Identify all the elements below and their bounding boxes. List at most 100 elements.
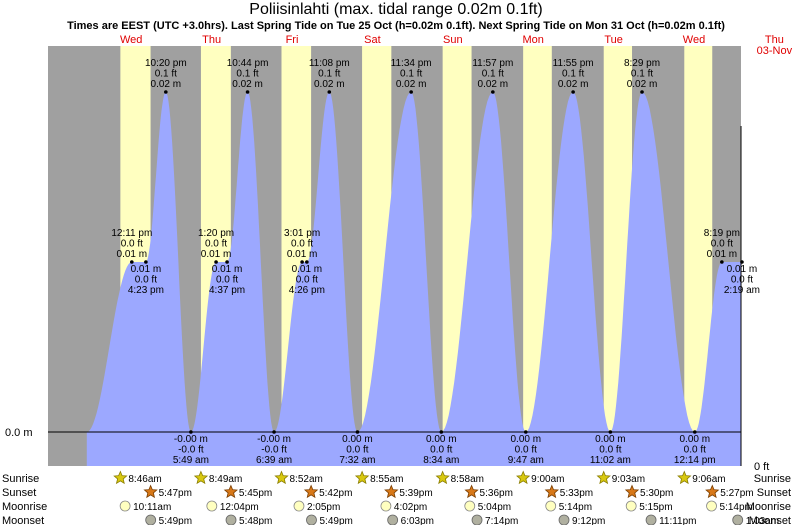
tide-point <box>130 260 134 264</box>
sunrise-entry: 8:55am <box>354 470 403 485</box>
tide-label: 0.1 ft <box>631 69 653 80</box>
moonset-time: 5:49pm <box>159 516 192 525</box>
moonrise-time: 12:04pm <box>220 502 259 513</box>
tide-label: 0.0 ft <box>135 275 157 286</box>
tide-label: 0.02 m <box>151 79 182 90</box>
tide-label: 8:19 pm <box>704 228 740 239</box>
sunset-entry: 5:30pm <box>624 484 673 499</box>
high-tide-marker: 8:19 pm0.0 ft0.01 m <box>704 228 740 264</box>
tide-point <box>300 260 304 264</box>
moonrise-icon <box>625 500 637 512</box>
moonrise-icon <box>119 500 131 512</box>
sunrise-time: 9:00am <box>531 474 564 485</box>
tide-label: 10:20 pm <box>145 58 187 69</box>
high-tide-marker: 11:34 pm0.1 ft0.02 m <box>391 58 432 94</box>
sunset-icon <box>705 484 720 499</box>
row-label-left: Sunset <box>2 487 36 499</box>
tide-label: 12:11 pm <box>111 228 152 239</box>
moonset-entry: 11:11pm <box>645 514 697 525</box>
moonrise-icon <box>206 500 218 512</box>
row-label-left: Moonrise <box>2 501 47 513</box>
sunset-entry: 5:39pm <box>384 484 433 499</box>
moonrise-entry: 5:15pm <box>625 500 673 513</box>
tide-label: 0.0 ft <box>711 239 733 250</box>
sunset-icon <box>303 484 319 499</box>
tide-label: 3:01 pm <box>284 228 320 239</box>
moonset-icon <box>471 514 483 525</box>
tide-label: 7:32 am <box>339 455 375 466</box>
sunset-icon <box>143 484 158 499</box>
high-tide-marker: 8:29 pm0.1 ft0.02 m <box>624 58 660 94</box>
tide-label: 8:29 pm <box>624 58 660 69</box>
tide-point <box>164 90 168 94</box>
moonrise-icon <box>545 500 557 512</box>
low-tide-marker: 0.01 m0.0 ft4:23 pm <box>128 260 164 296</box>
sunrise-entry: 8:52am <box>274 470 323 485</box>
tide-point <box>189 430 193 434</box>
high-tide-marker: 10:20 pm0.1 ft0.02 m <box>145 58 187 94</box>
tide-label: 0.0 ft <box>291 239 313 250</box>
moonset-time: 5:49pm <box>319 516 352 525</box>
moonset-icon <box>732 514 744 525</box>
sunrise-time: 8:46am <box>128 474 161 485</box>
tide-label: 4:26 pm <box>289 285 325 296</box>
tide-point <box>272 430 276 434</box>
moonrise-time: 2:05pm <box>307 502 340 513</box>
sunrise-icon <box>596 470 611 485</box>
tide-label: 0.02 m <box>478 79 509 90</box>
sunrise-time: 8:55am <box>370 474 403 485</box>
moonset-entry: 5:49pm <box>145 514 192 525</box>
sunset-time: 5:27pm <box>720 488 753 499</box>
y-left-label: 0.0 m <box>5 427 33 439</box>
sunset-entry: 5:47pm <box>143 484 192 499</box>
tide-point <box>225 260 229 264</box>
day-weekday: Tue <box>604 34 623 46</box>
tide-point <box>327 90 332 94</box>
moonrise-time: 4:02pm <box>394 502 427 513</box>
tide-point <box>720 260 724 264</box>
day-weekday: Wed <box>120 34 142 46</box>
moonset-icon <box>225 514 237 525</box>
sunset-icon <box>624 484 640 499</box>
tide-label: 8:34 am <box>423 455 459 466</box>
tide-label: 4:37 pm <box>209 285 245 296</box>
tide-label: 6:39 am <box>256 455 292 466</box>
row-label-left: Sunrise <box>2 473 39 485</box>
tide-label: 11:34 pm <box>391 58 432 69</box>
tide-point <box>640 90 644 94</box>
row-label-right: Sunrise <box>754 473 791 485</box>
astronomy-rows: Sunrise Sunrise 8:46am 8:49am 8:52am 8:55am 8:… <box>2 470 791 525</box>
sunrise-entry: 9:06am <box>677 470 726 485</box>
tide-label: 0.01 m <box>292 264 323 275</box>
moonset-entry: 9:12pm <box>558 514 605 525</box>
moonrise-entry: 5:04pm <box>464 500 511 513</box>
tide-label: 0.02 m <box>558 79 589 90</box>
sunrise-time: 8:52am <box>290 474 323 485</box>
tide-label: 4:23 pm <box>128 285 164 296</box>
moonset-time: 7:14pm <box>485 516 518 525</box>
row-label-right: Moonset <box>749 515 791 525</box>
day-weekday: Fri <box>286 34 299 46</box>
sunrise-entry: 8:58am <box>435 470 484 485</box>
tide-label: 0.01 m <box>201 249 232 260</box>
tide-point <box>571 90 575 94</box>
moonrise-entry: 10:11am <box>119 500 171 513</box>
tide-label: 5:49 am <box>173 455 209 466</box>
moonrise-time: 5:15pm <box>639 502 672 513</box>
sunset-icon <box>384 484 399 499</box>
chart-title: Poliisinlahti (max. tidal range 0.02m 0.… <box>249 1 542 18</box>
tide-label: 0.1 ft <box>318 69 340 80</box>
moonrise-entry: 4:02pm <box>380 500 427 513</box>
moonrise-entry: 5:14pm <box>545 500 592 513</box>
tide-label: 11:02 am <box>590 455 631 466</box>
tide-label: -0.00 m <box>257 434 291 445</box>
tide-point <box>214 260 218 264</box>
moonset-entry: 5:49pm <box>306 514 353 525</box>
high-tide-marker: 12:11 pm0.0 ft0.01 m <box>111 228 152 264</box>
sunrise-icon <box>435 470 450 485</box>
tide-label: 0.00 m <box>595 434 626 445</box>
tide-point <box>692 430 697 434</box>
tide-label: 0.0 ft <box>216 275 238 286</box>
tide-label: 12:14 pm <box>674 455 716 466</box>
